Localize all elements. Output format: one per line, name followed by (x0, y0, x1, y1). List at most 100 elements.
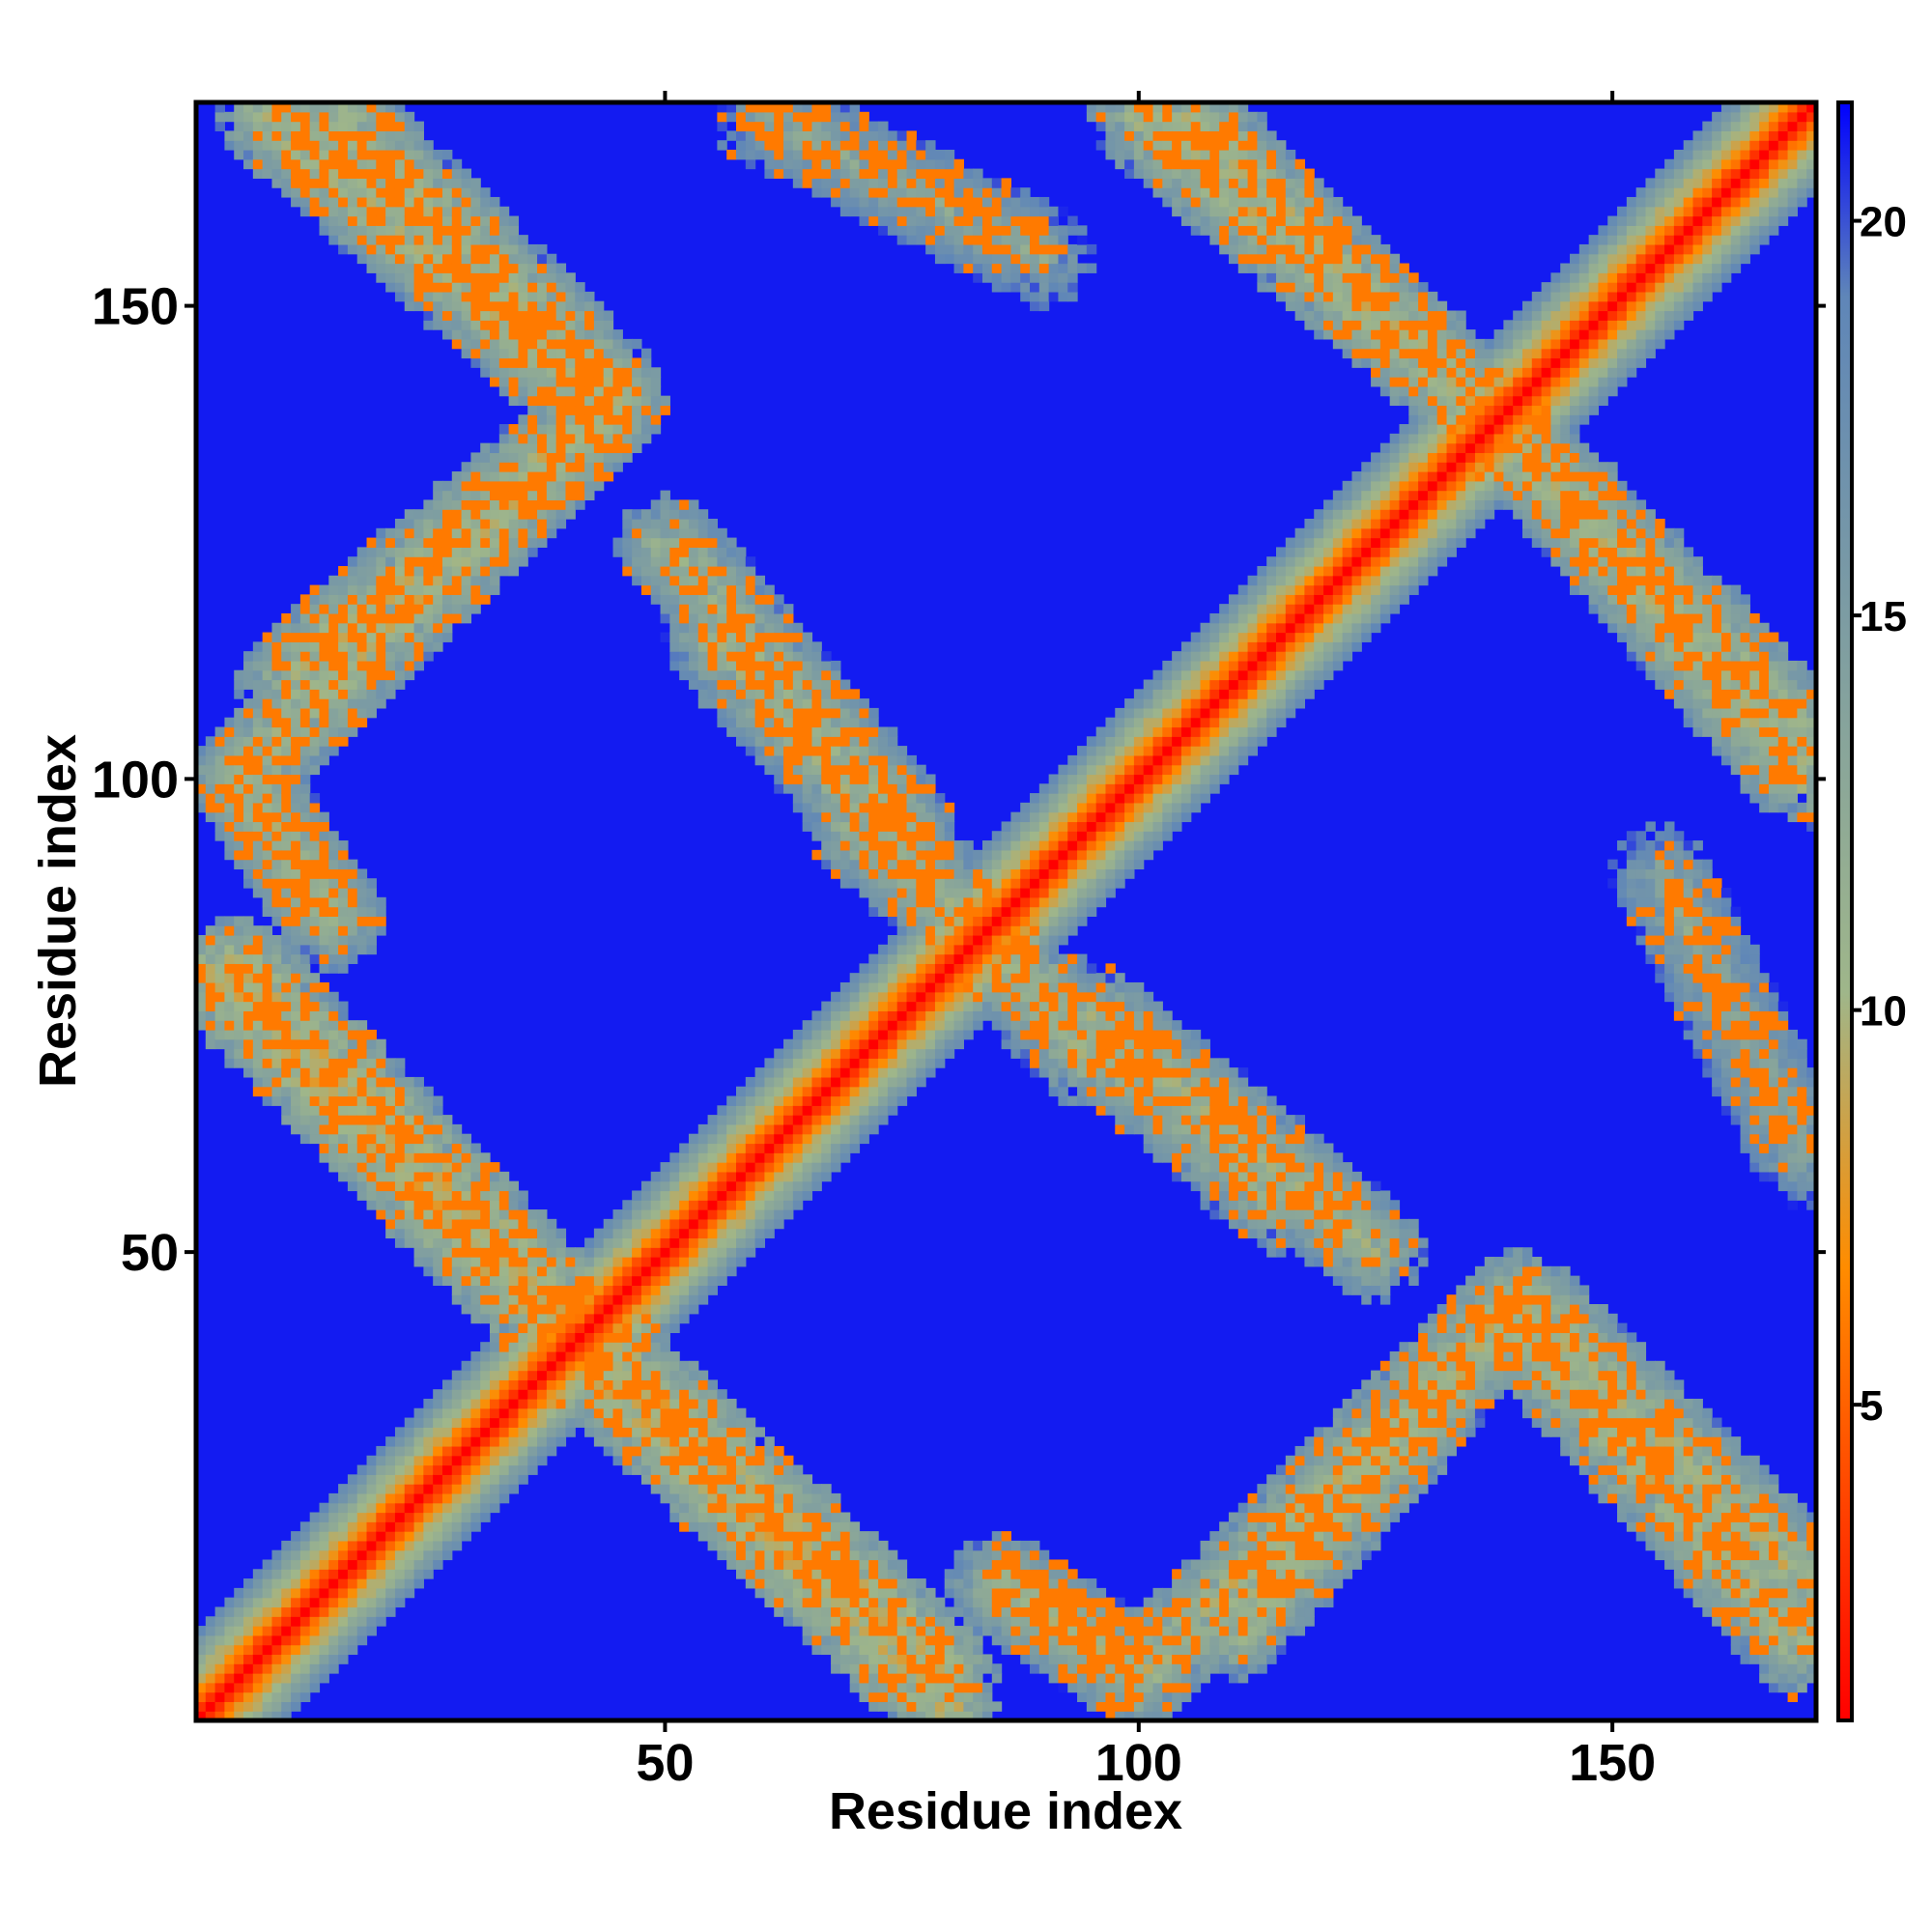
heatmap-cell (205, 1673, 216, 1684)
heatmap-cell (821, 1569, 832, 1579)
heatmap-cell (366, 215, 377, 226)
heatmap-cell (887, 130, 898, 141)
heatmap-cell (347, 1048, 358, 1059)
heatmap-cell (764, 764, 775, 776)
heatmap-cell (299, 140, 311, 151)
heatmap-cell (356, 1569, 368, 1579)
heatmap-cell (754, 1492, 766, 1504)
heatmap-cell (385, 660, 396, 671)
heatmap-cell (839, 707, 851, 719)
heatmap-cell (394, 158, 406, 170)
heatmap-cell (376, 158, 386, 170)
heatmap-cell (470, 1455, 481, 1466)
heatmap-cell (811, 811, 822, 823)
heatmap-cell (385, 641, 396, 652)
heatmap-cell (394, 1597, 406, 1608)
heatmap-cell (792, 754, 804, 766)
heatmap-cell (338, 1521, 349, 1532)
heatmap-cell (299, 802, 311, 813)
heatmap-cell (707, 651, 718, 662)
heatmap-cell (461, 490, 472, 501)
heatmap-cell (309, 1587, 321, 1599)
heatmap-cell (338, 1502, 349, 1514)
heatmap-cell (764, 111, 775, 123)
heatmap-cell (319, 622, 329, 634)
heatmap-cell (831, 1597, 841, 1608)
heatmap-cell (632, 1265, 642, 1277)
heatmap-cell (916, 1010, 926, 1021)
heatmap-cell (717, 1492, 727, 1504)
heatmap-cell (347, 1606, 358, 1617)
heatmap-cell (584, 329, 595, 340)
heatmap-cell (299, 811, 311, 823)
heatmap-cell (271, 1597, 282, 1608)
heatmap-cell (593, 442, 605, 454)
heatmap-cell (224, 849, 235, 861)
heatmap-cell (291, 622, 301, 634)
heatmap-cell (205, 1020, 216, 1031)
heatmap-cell (839, 1058, 851, 1068)
heatmap-cell (603, 1294, 614, 1305)
heatmap-cell (394, 1190, 406, 1201)
heatmap-cell (859, 868, 869, 879)
heatmap-cell (868, 1086, 879, 1097)
heatmap-cell (347, 243, 358, 255)
heatmap-cell (328, 831, 339, 841)
heatmap-cell (309, 1048, 321, 1059)
heatmap-cell (347, 1484, 358, 1494)
heatmap-cell (896, 783, 908, 794)
heatmap-cell (916, 1587, 926, 1599)
heatmap-cell (745, 1209, 756, 1220)
heatmap-cell (338, 953, 349, 964)
heatmap-cell (537, 442, 548, 454)
heatmap-cell (859, 1626, 869, 1636)
heatmap-cell (224, 1691, 235, 1703)
heatmap-cell (736, 1200, 747, 1210)
heatmap-cell (697, 660, 709, 671)
heatmap-cell (299, 774, 311, 784)
heatmap-cell (726, 660, 737, 671)
heatmap-cell (679, 1370, 690, 1380)
heatmap-cell (736, 1512, 747, 1522)
heatmap-cell (906, 178, 917, 188)
heatmap-cell (413, 641, 424, 652)
heatmap-cell (916, 1001, 926, 1011)
heatmap-cell (603, 377, 614, 387)
heatmap-cell (650, 405, 662, 415)
heatmap-cell (394, 547, 406, 557)
heatmap-cell (451, 556, 463, 567)
heatmap-cell (394, 291, 406, 302)
heatmap-cell (281, 1578, 292, 1589)
heatmap-cell (527, 1247, 538, 1258)
heatmap-cell (717, 547, 727, 557)
heatmap-cell (490, 357, 500, 368)
heatmap-cell (632, 537, 642, 548)
heatmap-cell (338, 698, 349, 709)
heatmap-cell (433, 253, 443, 265)
heatmap-cell (546, 1370, 557, 1380)
heatmap-cell (404, 1492, 415, 1504)
heatmap-cell (470, 300, 481, 312)
heatmap-cell (480, 480, 491, 492)
heatmap-cell (252, 793, 264, 804)
heatmap-cell (319, 149, 329, 160)
heatmap-cell (736, 1407, 747, 1419)
heatmap-cell (385, 1162, 396, 1173)
heatmap-cell (498, 1257, 510, 1267)
heatmap-cell (441, 1389, 453, 1400)
heatmap-cell (632, 518, 642, 529)
heatmap-cell (650, 1247, 662, 1258)
heatmap-cell (508, 385, 520, 397)
heatmap-cell (565, 357, 576, 368)
heatmap-cell (490, 1237, 500, 1248)
heatmap-cell (234, 717, 244, 728)
heatmap-cell (811, 178, 822, 188)
heatmap-cell (679, 594, 690, 605)
heatmap-cell (347, 196, 358, 208)
heatmap-cell (423, 1549, 434, 1561)
heatmap-cell (650, 367, 662, 378)
heatmap-cell (508, 1332, 520, 1343)
heatmap-cell (319, 641, 329, 652)
heatmap-cell (470, 1209, 481, 1220)
heatmap-cell (441, 1152, 453, 1163)
